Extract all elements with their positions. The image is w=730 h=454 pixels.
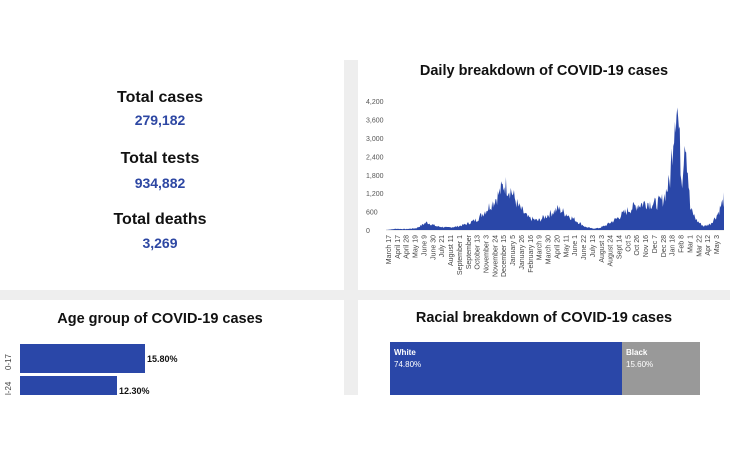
total-deaths-label: Total deaths: [113, 211, 207, 228]
x-tick-label: July 13: [590, 235, 597, 257]
x-tick-label: September: [466, 234, 473, 269]
x-tick-label: April 20: [554, 235, 561, 259]
total-cases-value: 279,182: [134, 112, 186, 128]
y-tick-label: 1,800: [366, 173, 384, 180]
x-tick-label: June 9: [421, 235, 428, 256]
total-cases-label: Total cases: [117, 89, 203, 106]
x-tick-label: April 28: [404, 235, 411, 259]
vertical-divider: [344, 60, 358, 395]
x-tick-label: August 11: [448, 235, 455, 266]
race-name-black: Black: [626, 348, 648, 357]
daily-cases-chart: 0 600 1,200 1,800 2,400 3,000 3,600 4,200 March …: [366, 99, 724, 277]
x-tick-label: February 16: [528, 235, 535, 273]
age-chart-title: Age group of COVID-19 cases: [57, 311, 263, 327]
x-tick-label: Sept 14: [616, 235, 623, 259]
x-tick-label: Oct 5: [625, 235, 632, 252]
age-category-label: l-24: [4, 381, 13, 395]
race-chart-title: Racial breakdown of COVID-19 cases: [415, 310, 673, 326]
x-tick-label: October 13: [475, 235, 482, 270]
total-tests-label: Total tests: [120, 150, 200, 167]
y-tick-label: 2,400: [366, 154, 384, 161]
x-tick-label: November 24: [492, 235, 499, 277]
horizontal-divider-right: [358, 290, 730, 300]
x-tick-label: January 26: [519, 235, 526, 270]
daily-chart-title: Daily breakdown of COVID-19 cases: [419, 63, 669, 79]
horizontal-divider-left: [0, 290, 344, 300]
daily-cases-area: [386, 107, 724, 230]
race-block-black: Black 15.60%: [622, 342, 700, 395]
x-tick-label: December 15: [501, 235, 508, 277]
x-tick-label: July 21: [439, 235, 446, 257]
x-tick-label: June 30: [430, 235, 437, 260]
age-group-panel: Age group of COVID-19 cases 0-17 15.80% …: [0, 300, 344, 396]
x-tick-label: May 19: [413, 235, 420, 258]
race-pct-black: 15.60%: [626, 360, 654, 369]
y-tick-label: 4,200: [366, 99, 384, 106]
x-tick-label: Dec 7: [652, 235, 659, 253]
racial-breakdown-panel: Racial breakdown of COVID-19 cases White…: [358, 300, 730, 395]
x-tick-label: March 17: [386, 235, 393, 264]
y-tick-label: 3,600: [366, 118, 384, 125]
x-tick-label: Dec 28: [661, 235, 668, 257]
x-tick-label: March 30: [546, 235, 553, 264]
summary-panel: Total cases 279,182 Total tests 934,882 …: [0, 0, 344, 290]
x-tick-label: September 1: [457, 235, 464, 275]
x-tick-label: Apr 12: [705, 235, 712, 256]
y-tick-label: 0: [366, 228, 370, 235]
y-tick-label: 3,000: [366, 136, 384, 143]
x-tick-label: Nov 16: [643, 235, 650, 257]
x-tick-label: Oct 26: [634, 235, 641, 256]
y-tick-label: 1,200: [366, 191, 384, 198]
x-tick-label: May 11: [563, 235, 570, 258]
x-tick-label: Mar 22: [696, 235, 703, 257]
age-bar-value: 12.30%: [119, 386, 150, 396]
x-tick-label: April 17: [395, 235, 402, 259]
x-tick-label: March 9: [537, 235, 544, 260]
race-name-white: White: [394, 348, 416, 357]
x-tick-label: November 3: [484, 235, 491, 273]
age-category-label: 0-17: [4, 353, 13, 370]
x-tick-label: August 24: [608, 235, 615, 267]
race-pct-white: 74.80%: [394, 360, 422, 369]
age-bar: [20, 344, 145, 373]
race-block-white: White 74.80%: [390, 342, 622, 395]
daily-breakdown-panel: Daily breakdown of COVID-19 cases 0 600 1,…: [358, 60, 730, 290]
age-bar: [20, 376, 117, 395]
age-bar-value: 15.80%: [147, 354, 178, 364]
total-deaths-value: 3,269: [142, 235, 178, 251]
x-tick-label: Feb 8: [679, 235, 686, 253]
y-tick-label: 600: [366, 210, 378, 217]
x-tick-label: Jan 18: [670, 235, 677, 256]
x-tick-label: Mar 1: [687, 235, 694, 253]
total-tests-value: 934,882: [134, 175, 186, 191]
x-tick-label: August 3: [599, 235, 606, 263]
x-tick-label: January 5: [510, 235, 517, 266]
x-tick-label: May 3: [714, 235, 721, 254]
x-tick-label: June 1: [572, 235, 579, 256]
x-tick-label: June 22: [581, 235, 588, 260]
